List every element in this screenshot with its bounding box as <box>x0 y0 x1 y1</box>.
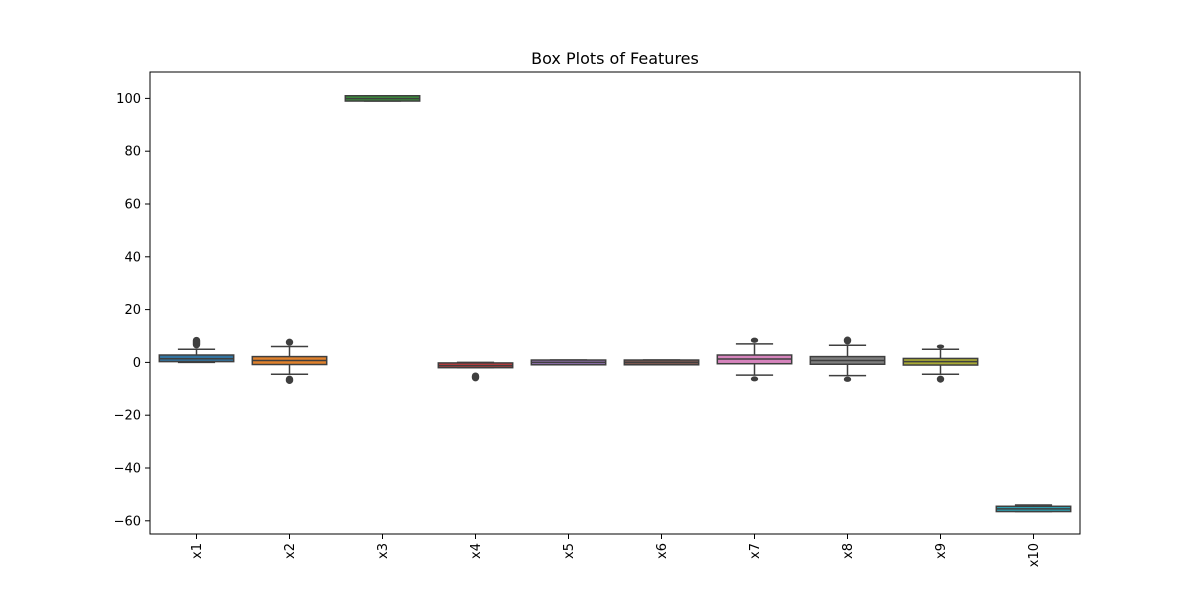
lower-outliers <box>843 376 852 382</box>
x-tick-label: x8 <box>841 543 856 559</box>
box-x5 <box>530 359 607 366</box>
upper-outliers <box>192 336 201 349</box>
upper-outliers <box>936 344 945 349</box>
upper-outliers <box>843 336 852 345</box>
box-x7 <box>716 337 793 382</box>
x-tick-label: x6 <box>655 543 670 559</box>
y-tick-label: 20 <box>124 303 141 318</box>
x-axis: x1 x2 x3 x4 x5 x6 x7 x8 x9 x10 <box>190 534 1042 567</box>
x-tick-label: x4 <box>469 543 484 559</box>
plot-area <box>158 95 1072 513</box>
axes-frame <box>149 71 1081 535</box>
box-x1 <box>158 336 235 364</box>
box-x8 <box>809 336 886 382</box>
y-axis: −60 −40 −20 0 20 40 60 80 100 <box>114 92 150 529</box>
y-tick-label: 60 <box>124 198 141 213</box>
upper-outliers <box>285 338 294 346</box>
x-tick-label: x5 <box>562 543 577 559</box>
x-tick-label: x3 <box>376 543 391 559</box>
box-x9 <box>902 344 979 383</box>
lower-outliers <box>471 372 480 382</box>
box-x4 <box>437 361 514 382</box>
upper-outliers <box>750 337 759 343</box>
chart-title: Box Plots of Features <box>531 49 699 68</box>
y-tick-label: −40 <box>114 462 141 477</box>
lower-outliers <box>936 375 945 383</box>
y-tick-label: −20 <box>114 409 141 424</box>
y-tick-label: 40 <box>124 250 141 265</box>
box-x6 <box>623 359 700 366</box>
y-tick-label: 100 <box>116 92 141 107</box>
x-tick-label: x7 <box>748 543 763 559</box>
box-x3 <box>344 95 421 102</box>
y-tick-label: 0 <box>133 356 141 371</box>
box-x2 <box>251 338 328 385</box>
x-tick-label: x1 <box>190 543 205 559</box>
box-x10 <box>995 504 1072 513</box>
lower-outliers <box>285 375 294 385</box>
x-tick-label: x10 <box>1027 543 1042 567</box>
y-tick-label: −60 <box>114 514 141 529</box>
lower-outliers <box>750 376 759 382</box>
y-tick-label: 80 <box>124 145 141 160</box>
x-tick-label: x9 <box>934 543 949 559</box>
x-tick-label: x2 <box>283 543 298 559</box>
